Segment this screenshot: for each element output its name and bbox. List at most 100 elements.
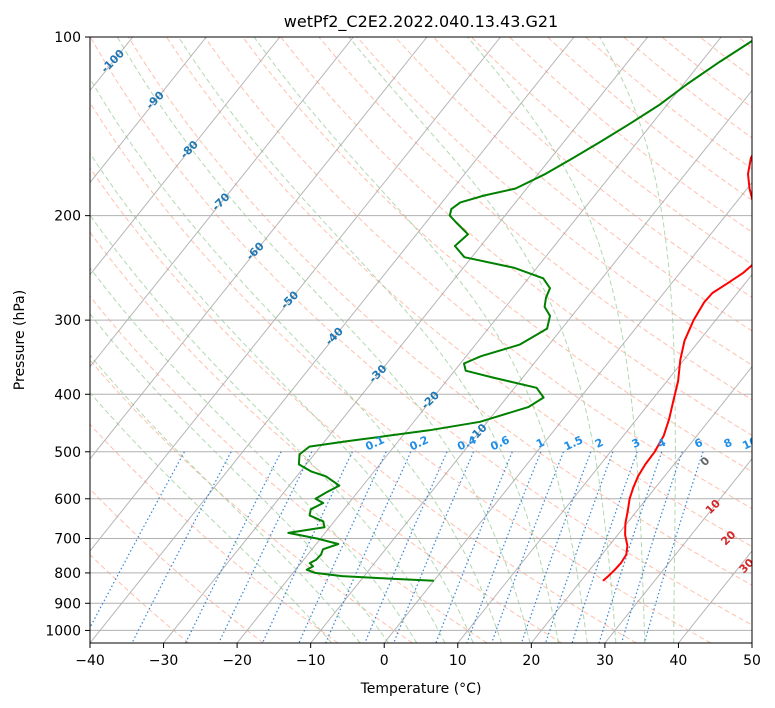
adiabat-label: 0: [698, 454, 713, 469]
y-tick-label: 800: [54, 566, 81, 582]
mixing-ratio-line: [364, 451, 448, 643]
isotherm-line: [604, 458, 752, 643]
isotherm-line: [383, 181, 752, 643]
mixing-ratio-label: 10: [740, 434, 760, 452]
y-tick-label: 200: [54, 209, 81, 225]
mixing-ratio-line: [545, 451, 614, 643]
isotherm-line: [90, 37, 281, 276]
x-axis-title: Temperature (°C): [360, 681, 482, 697]
y-tick-label: 900: [54, 596, 81, 612]
isotherm-label: -40: [323, 325, 346, 348]
moist-adiabat-line: [599, 37, 676, 643]
mixing-ratio-label: 0.2: [407, 433, 430, 453]
y-tick-label: 100: [54, 30, 81, 46]
moist-adiabat-line: [90, 77, 503, 643]
isotherm-label: -20: [419, 388, 442, 411]
mixing-ratio-line: [598, 451, 663, 643]
y-tick-label: 400: [54, 387, 81, 403]
mixing-ratio-line: [571, 451, 638, 643]
x-tick-label: −30: [149, 653, 179, 669]
isotherm-line: [457, 273, 752, 643]
temperature-profile-line: [602, 153, 752, 582]
mixing-ratio-line: [90, 451, 185, 629]
mixing-ratio-label: 1.5: [562, 433, 585, 453]
moist-adiabat-line: [90, 267, 418, 643]
dry-adiabat-line: [356, 37, 752, 366]
dry-adiabat-line: [585, 37, 752, 170]
moist-adiabat-line: [253, 37, 588, 643]
plot-frame: [89, 36, 753, 644]
isotherm-line: [0, 37, 59, 643]
isotherm-line: [236, 37, 722, 643]
dry-adiabat-line: [394, 37, 752, 332]
adiabat-label: 10: [703, 497, 723, 517]
mixing-ratio-label: 13: [770, 434, 775, 452]
label-layer: -100-90-80-70-60-50-40-30-20-100.1 0.2 0.4…: [98, 47, 775, 604]
x-tick-label: −10: [296, 653, 326, 669]
dry-adiabat-line: [242, 37, 752, 473]
x-tick-label: −40: [75, 653, 105, 669]
isotherm-line: [90, 37, 207, 184]
y-tick-label: 600: [54, 492, 81, 508]
mixing-ratio-line: [218, 451, 313, 643]
isotherm-line: [751, 642, 752, 643]
mixing-ratio-line: [298, 451, 387, 643]
mixing-ratio-label: 8: [722, 436, 734, 451]
moist-adiabat-line: [467, 37, 646, 643]
dry-adiabat-line: [90, 37, 752, 626]
isotherm-line: [90, 37, 575, 643]
isotherm-line: [530, 365, 752, 643]
mixing-ratio-label: 2: [593, 436, 605, 451]
mixing-ratio-line: [185, 451, 282, 643]
mixing-ratio-label: 3: [630, 436, 642, 451]
x-tick-label: 20: [522, 653, 540, 669]
isotherms: [0, 37, 752, 643]
isotherm-line: [678, 550, 752, 643]
x-tick-label: 10: [449, 653, 467, 669]
y-axis: 1000 900 800 700 600 500 400 300 200 100: [45, 30, 90, 639]
isotherm-line: [163, 37, 649, 643]
mixing-ratio-label: 6: [692, 436, 705, 451]
x-axis: −40 −30 −20 −10 0 10 20 30 40 50: [75, 643, 761, 669]
x-tick-label: 50: [743, 653, 761, 669]
mixing-ratio-lines: [90, 451, 704, 643]
moist-adiabat-line: [90, 214, 446, 643]
dry-adiabat-line: [318, 37, 752, 401]
x-tick-label: −20: [222, 653, 252, 669]
mixing-ratio-line: [491, 451, 565, 643]
y-tick-label: 500: [54, 445, 81, 461]
isotherm-label: -50: [278, 288, 301, 311]
isotherm-line: [310, 89, 752, 643]
isotherm-line: [90, 37, 428, 460]
dry-adiabat-line: [90, 423, 339, 643]
isotherm-label: -30: [366, 362, 389, 385]
dry-adiabat-line: [90, 488, 264, 643]
x-tick-label: 30: [596, 653, 614, 669]
dry-adiabat-line: [90, 553, 190, 643]
adiabat-label: 40: [758, 584, 775, 604]
mixing-ratio-line: [520, 451, 592, 643]
x-tick-label: 0: [380, 653, 389, 669]
dry-adiabat-line: [90, 167, 637, 643]
isotherm-label: -90: [144, 88, 167, 111]
dry-adiabat-line: [661, 37, 752, 109]
dry-adiabat-line: [547, 37, 752, 201]
series-layer: [287, 39, 752, 582]
y-tick-label: 700: [54, 532, 81, 548]
y-tick-label: 300: [54, 313, 81, 329]
adiabat-label: 20: [718, 528, 738, 548]
moist-adiabat-line: [90, 391, 333, 643]
mixing-ratio-line: [131, 451, 232, 643]
dry-adiabat-line: [737, 37, 752, 49]
mixing-ratio-line: [466, 451, 542, 643]
mixing-ratio-line: [621, 451, 683, 643]
y-tick-label: 1000: [45, 623, 81, 639]
x-tick-label: 40: [670, 653, 688, 669]
dry-adiabat-line: [204, 37, 752, 510]
isotherm-label: -100: [98, 47, 127, 76]
mixing-ratio-line: [261, 451, 353, 643]
moist-adiabat-line: [178, 37, 560, 643]
isotherm-line: [90, 37, 354, 368]
isotherm-label: -60: [244, 239, 267, 262]
